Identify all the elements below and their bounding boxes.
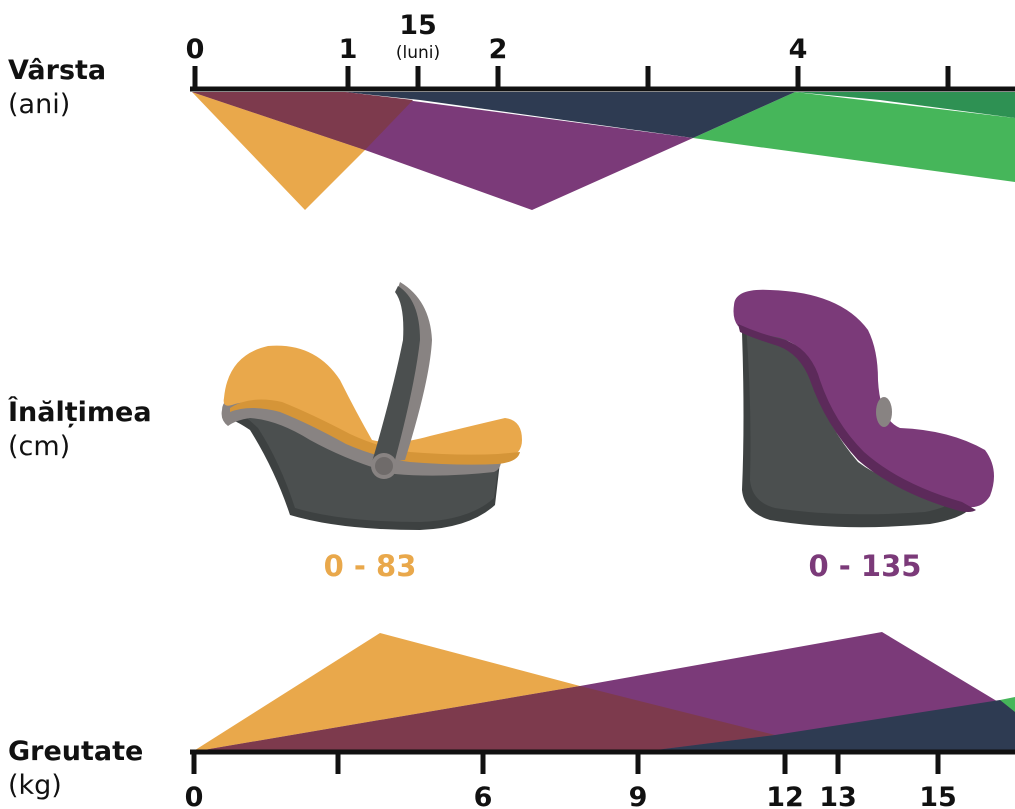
weight-band-orange (192, 633, 580, 752)
infant-carrier-seat-icon (221, 282, 522, 530)
weight-tick-label: 13 (819, 782, 857, 809)
age-label: Vârsta (ani) (8, 54, 106, 122)
weight-tick-label: 6 (474, 782, 493, 809)
age-label-unit: (ani) (8, 89, 71, 120)
age-tick-label: 4 (789, 34, 808, 65)
weight-bands (192, 632, 1015, 752)
weight-tick-label: 9 (629, 782, 648, 809)
age-tick-label: 15 (399, 10, 437, 41)
age-band-navy (345, 92, 795, 138)
age-band-green (693, 92, 1015, 182)
age-axis: 0 1 15(luni) 2 4 (186, 10, 1015, 92)
weight-band-green (1000, 697, 1015, 712)
weight-label-name: Greutate (8, 736, 144, 767)
height-label-name: Înălțimea (8, 397, 152, 428)
age-tick-label: 0 (186, 34, 205, 65)
height-label-unit: (cm) (8, 431, 71, 462)
age-band-dark-green (795, 92, 1015, 118)
weight-label-unit: (kg) (8, 770, 62, 801)
weight-label: Greutate (kg) (8, 735, 143, 803)
age-tick-label: 2 (489, 34, 508, 65)
weight-band-navy (640, 700, 1015, 752)
age-band-overlap (192, 92, 413, 150)
weight-band-overlap (192, 686, 775, 752)
infant-seat-range: 0 - 83 (324, 549, 417, 583)
age-tick-sublabel: (luni) (396, 43, 440, 63)
weight-tick-label: 15 (919, 782, 957, 809)
age-tick-label: 1 (339, 34, 358, 65)
weight-axis: 0 6 9 12 13 15 (185, 749, 1015, 809)
weight-tick-label: 12 (766, 782, 804, 809)
age-label-name: Vârsta (8, 55, 107, 86)
convertible-seat-icon (733, 289, 994, 528)
convertible-seat-range: 0 - 135 (809, 549, 922, 583)
weight-tick-label: 0 (185, 782, 204, 809)
age-band-orange (192, 92, 365, 210)
height-label: Înălțimea (cm) (8, 396, 152, 464)
age-bands (192, 92, 1015, 210)
